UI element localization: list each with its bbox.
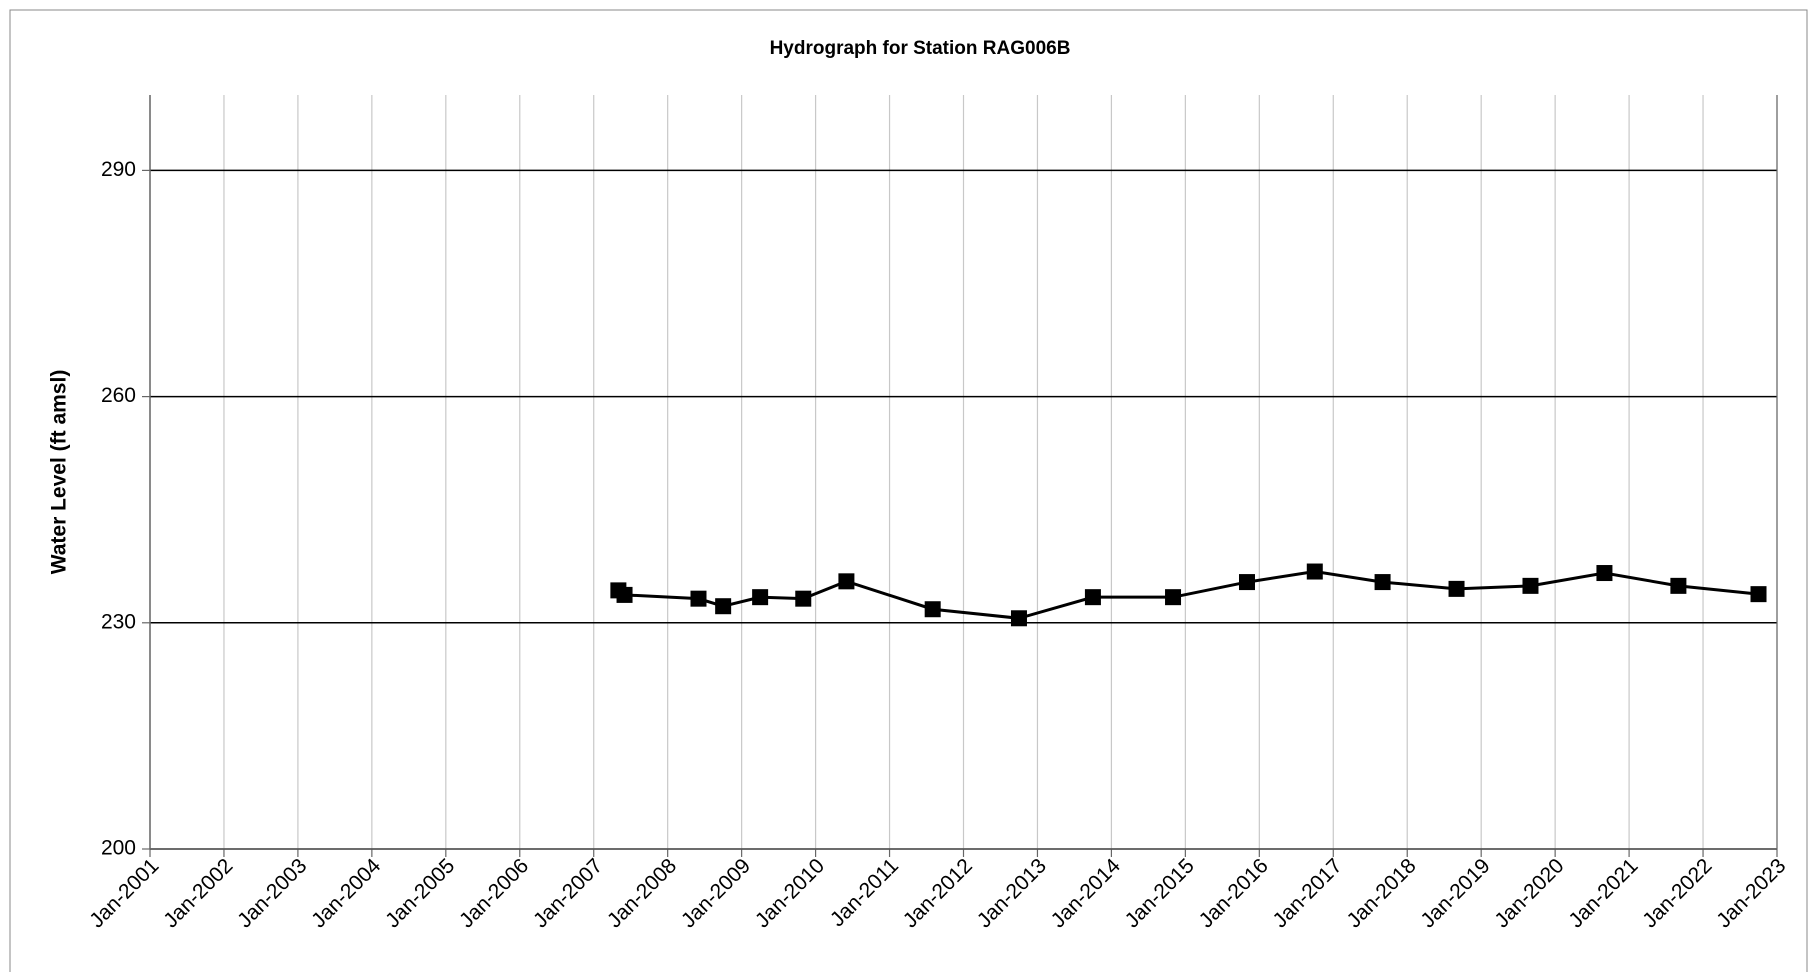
x-tick-label: Jan-2021	[1564, 854, 1642, 932]
x-tick-label: Jan-2017	[1269, 854, 1347, 932]
data-point	[1522, 577, 1539, 594]
x-tick-label: Jan-2006	[455, 854, 533, 932]
data-point	[616, 586, 633, 603]
data-point	[1596, 565, 1613, 582]
data-point	[1010, 610, 1027, 627]
x-tick-label: Jan-2020	[1490, 854, 1568, 932]
x-tick-label: Jan-2012	[899, 854, 977, 932]
x-tick-label: Jan-2013	[973, 854, 1051, 932]
x-tick-label: Jan-2008	[603, 854, 681, 932]
y-tick-label: 230	[101, 610, 136, 633]
x-tick-label: Jan-2009	[677, 854, 755, 932]
x-tick-label: Jan-2023	[1712, 854, 1790, 932]
x-tick-label: Jan-2004	[307, 854, 385, 932]
chart-border	[9, 9, 1808, 972]
data-point	[690, 590, 707, 607]
data-point	[1238, 574, 1255, 591]
data-line	[617, 570, 1759, 620]
x-tick-label: Jan-2007	[529, 854, 607, 932]
x-tick-label: Jan-2005	[381, 854, 459, 932]
data-point	[1750, 586, 1767, 603]
data-point	[1374, 574, 1391, 591]
data-point	[752, 589, 769, 606]
x-tick-label: Jan-2014	[1047, 854, 1125, 932]
data-point	[1084, 589, 1101, 606]
y-tick-label: 260	[101, 384, 136, 407]
data-point	[1165, 589, 1182, 606]
data-point	[838, 573, 855, 590]
data-point	[1448, 580, 1465, 597]
y-tick-label: 290	[101, 158, 136, 181]
x-tick-label: Jan-2010	[751, 854, 829, 932]
x-tick-label: Jan-2002	[159, 854, 237, 932]
data-point	[795, 590, 812, 607]
x-tick-label: Jan-2019	[1416, 854, 1494, 932]
x-tick-label: Jan-2016	[1195, 854, 1273, 932]
y-axis-label: Water Level (ft amsl)	[48, 370, 71, 575]
chart-title: Hydrograph for Station RAG006B	[770, 38, 1071, 59]
data-point	[1306, 563, 1323, 580]
x-tick-label: Jan-2003	[233, 854, 311, 932]
data-point	[1670, 577, 1687, 594]
x-tick-label: Jan-2011	[826, 854, 903, 931]
x-tick-label: Jan-2001	[85, 854, 163, 932]
y-tick-label: 200	[101, 837, 136, 860]
x-tick-label: Jan-2015	[1121, 854, 1199, 932]
x-tick-label: Jan-2022	[1638, 854, 1716, 932]
data-point	[924, 601, 941, 618]
x-tick-label: Jan-2018	[1342, 854, 1420, 932]
data-point	[715, 598, 732, 615]
